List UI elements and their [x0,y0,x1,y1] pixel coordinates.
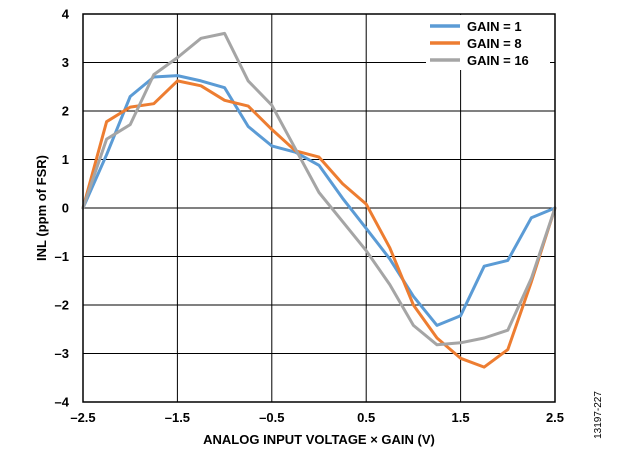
plot-frame [82,13,556,403]
y-tick-label: –3 [55,346,69,361]
series-line-3 [81,31,557,347]
y-tick-label: 2 [62,104,69,119]
y-tick-label: –1 [55,249,69,264]
y-axis-tick-labels: 4 3 2 1 0 –1 –2 –3 –4 [55,7,70,410]
y-tick-label: –2 [55,298,69,313]
y-tick-label: 3 [62,55,69,70]
x-tick-label: 0.5 [357,410,375,425]
series-line-2 [81,79,557,369]
grid [82,13,556,403]
series-line-1 [81,74,557,327]
y-axis-title: INL (ppm of FSR) [34,155,49,261]
x-axis-tick-labels: –2.5 –1.5 –0.5 0.5 1.5 2.5 [70,410,564,425]
legend-label-1: GAIN = 1 [467,19,522,34]
y-tick-label: 1 [62,152,69,167]
legend-label-3: GAIN = 16 [467,53,529,68]
y-tick-label: 4 [62,7,70,22]
x-tick-label: 1.5 [452,410,470,425]
series-lines [81,31,557,369]
x-tick-label: –1.5 [165,410,190,425]
x-axis-title: ANALOG INPUT VOLTAGE × GAIN (V) [203,432,435,447]
y-tick-label: 0 [62,201,69,216]
figure-id: 13197-227 [593,391,604,439]
legend-label-2: GAIN = 8 [467,36,522,51]
y-tick-label: –4 [55,395,70,410]
x-tick-label: 2.5 [546,410,564,425]
legend: GAIN = 1 GAIN = 8 GAIN = 16 [426,15,550,70]
x-tick-label: –0.5 [259,410,284,425]
x-tick-label: –2.5 [70,410,95,425]
